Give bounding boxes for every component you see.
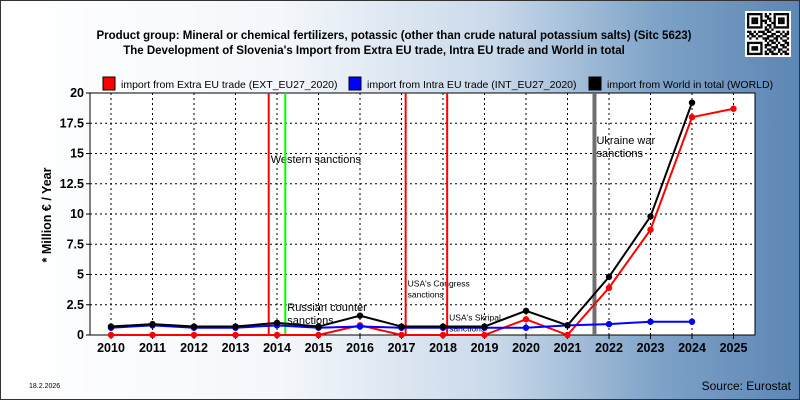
data-point bbox=[149, 320, 156, 328]
x-tick-label: 2021 bbox=[554, 341, 582, 355]
data-point bbox=[356, 323, 364, 330]
y-axis-label: * Million € / Year bbox=[40, 167, 54, 262]
y-tick-label: 12.5 bbox=[60, 177, 84, 191]
x-axis: 2010 2011 2012 2013 2014 2015 2016 2017 2018 2019… bbox=[97, 335, 747, 355]
date-label: 18.2.2026 bbox=[29, 383, 60, 390]
data-point bbox=[315, 331, 322, 339]
data-point bbox=[647, 318, 654, 325]
data-point bbox=[647, 226, 654, 233]
y-tick-label: 0 bbox=[77, 328, 84, 342]
x-tick-label: 2016 bbox=[346, 341, 374, 355]
x-tick-label: 2025 bbox=[720, 341, 748, 355]
annotation-label: Russian counter sanctions bbox=[287, 302, 367, 327]
x-tick-label: 2015 bbox=[305, 341, 333, 355]
data-point bbox=[564, 331, 571, 339]
data-point bbox=[232, 323, 239, 330]
data-point bbox=[398, 331, 405, 339]
x-tick-label: 2020 bbox=[512, 341, 540, 355]
legend-swatch bbox=[348, 76, 362, 91]
legend: import from Extra EU trade (EXT_EU27_202… bbox=[102, 76, 773, 91]
y-tick-label: 15 bbox=[70, 147, 84, 161]
x-tick-label: 2018 bbox=[429, 341, 457, 355]
x-tick-label: 2023 bbox=[637, 341, 665, 355]
data-point bbox=[605, 273, 613, 281]
series-line bbox=[111, 107, 734, 337]
legend-swatch bbox=[588, 76, 602, 91]
data-point bbox=[356, 312, 364, 319]
data-point bbox=[398, 323, 405, 330]
data-point bbox=[605, 320, 613, 328]
x-tick-label: 2010 bbox=[97, 341, 125, 355]
data-point bbox=[315, 323, 322, 330]
x-tick-label: 2019 bbox=[471, 341, 499, 355]
annotation-label: USA's Congress sanctions bbox=[408, 279, 470, 300]
chart-title: Product group: Mineral or chemical ferti… bbox=[97, 30, 692, 42]
data-point bbox=[481, 331, 488, 339]
data-point bbox=[688, 99, 696, 106]
data-point bbox=[107, 331, 115, 339]
y-tick-label: 5 bbox=[77, 268, 84, 282]
annotation-label: Western sanctions bbox=[271, 154, 362, 166]
data-point bbox=[107, 323, 115, 330]
data-point bbox=[730, 105, 737, 112]
data-point bbox=[647, 213, 654, 220]
annotation-label: Ukraine war sanctions bbox=[596, 135, 655, 160]
data-point bbox=[522, 316, 530, 323]
data-point bbox=[522, 307, 530, 314]
data-point bbox=[273, 331, 281, 339]
legend-swatch bbox=[102, 76, 116, 91]
x-tick-label: 2013 bbox=[222, 341, 250, 355]
data-point bbox=[439, 331, 447, 339]
y-tick-label: 7.5 bbox=[67, 237, 84, 251]
data-point bbox=[232, 331, 239, 339]
x-tick-label: 2012 bbox=[180, 341, 208, 355]
legend-label: import from World in total (WORLD) bbox=[607, 79, 773, 91]
data-point bbox=[273, 319, 281, 327]
data-point bbox=[522, 324, 530, 331]
legend-label: import from Intra EU trade (INT_EU27_202… bbox=[367, 79, 577, 91]
grid bbox=[90, 93, 755, 335]
y-tick-label: 10 bbox=[70, 207, 84, 221]
data-point bbox=[605, 284, 613, 292]
x-tick-label: 2011 bbox=[139, 341, 166, 355]
x-tick-label: 2022 bbox=[595, 341, 623, 355]
chart-subtitle: The Development of Slovenia's Import fro… bbox=[123, 45, 625, 57]
legend-label: import from Extra EU trade (EXT_EU27_202… bbox=[121, 79, 338, 91]
y-tick-label: 2.5 bbox=[67, 298, 84, 312]
data-point bbox=[688, 318, 696, 325]
y-axis: 0 2.5 5 7.5 10 12.5 15 17.5 20 bbox=[60, 86, 90, 342]
data-point bbox=[481, 323, 488, 330]
data-point bbox=[190, 323, 198, 330]
qr-code-icon bbox=[745, 11, 791, 57]
source-label: Source: Eurostat bbox=[702, 379, 792, 393]
data-point bbox=[688, 114, 696, 121]
data-point bbox=[564, 322, 571, 329]
data-point bbox=[439, 323, 447, 330]
series-group bbox=[107, 99, 737, 339]
y-tick-label: 17.5 bbox=[60, 116, 84, 130]
data-point bbox=[149, 331, 156, 339]
data-point bbox=[190, 331, 198, 339]
x-tick-label: 2014 bbox=[263, 341, 291, 355]
y-tick-label: 20 bbox=[70, 86, 84, 100]
x-tick-label: 2017 bbox=[388, 341, 416, 355]
x-tick-label: 2024 bbox=[678, 341, 706, 355]
